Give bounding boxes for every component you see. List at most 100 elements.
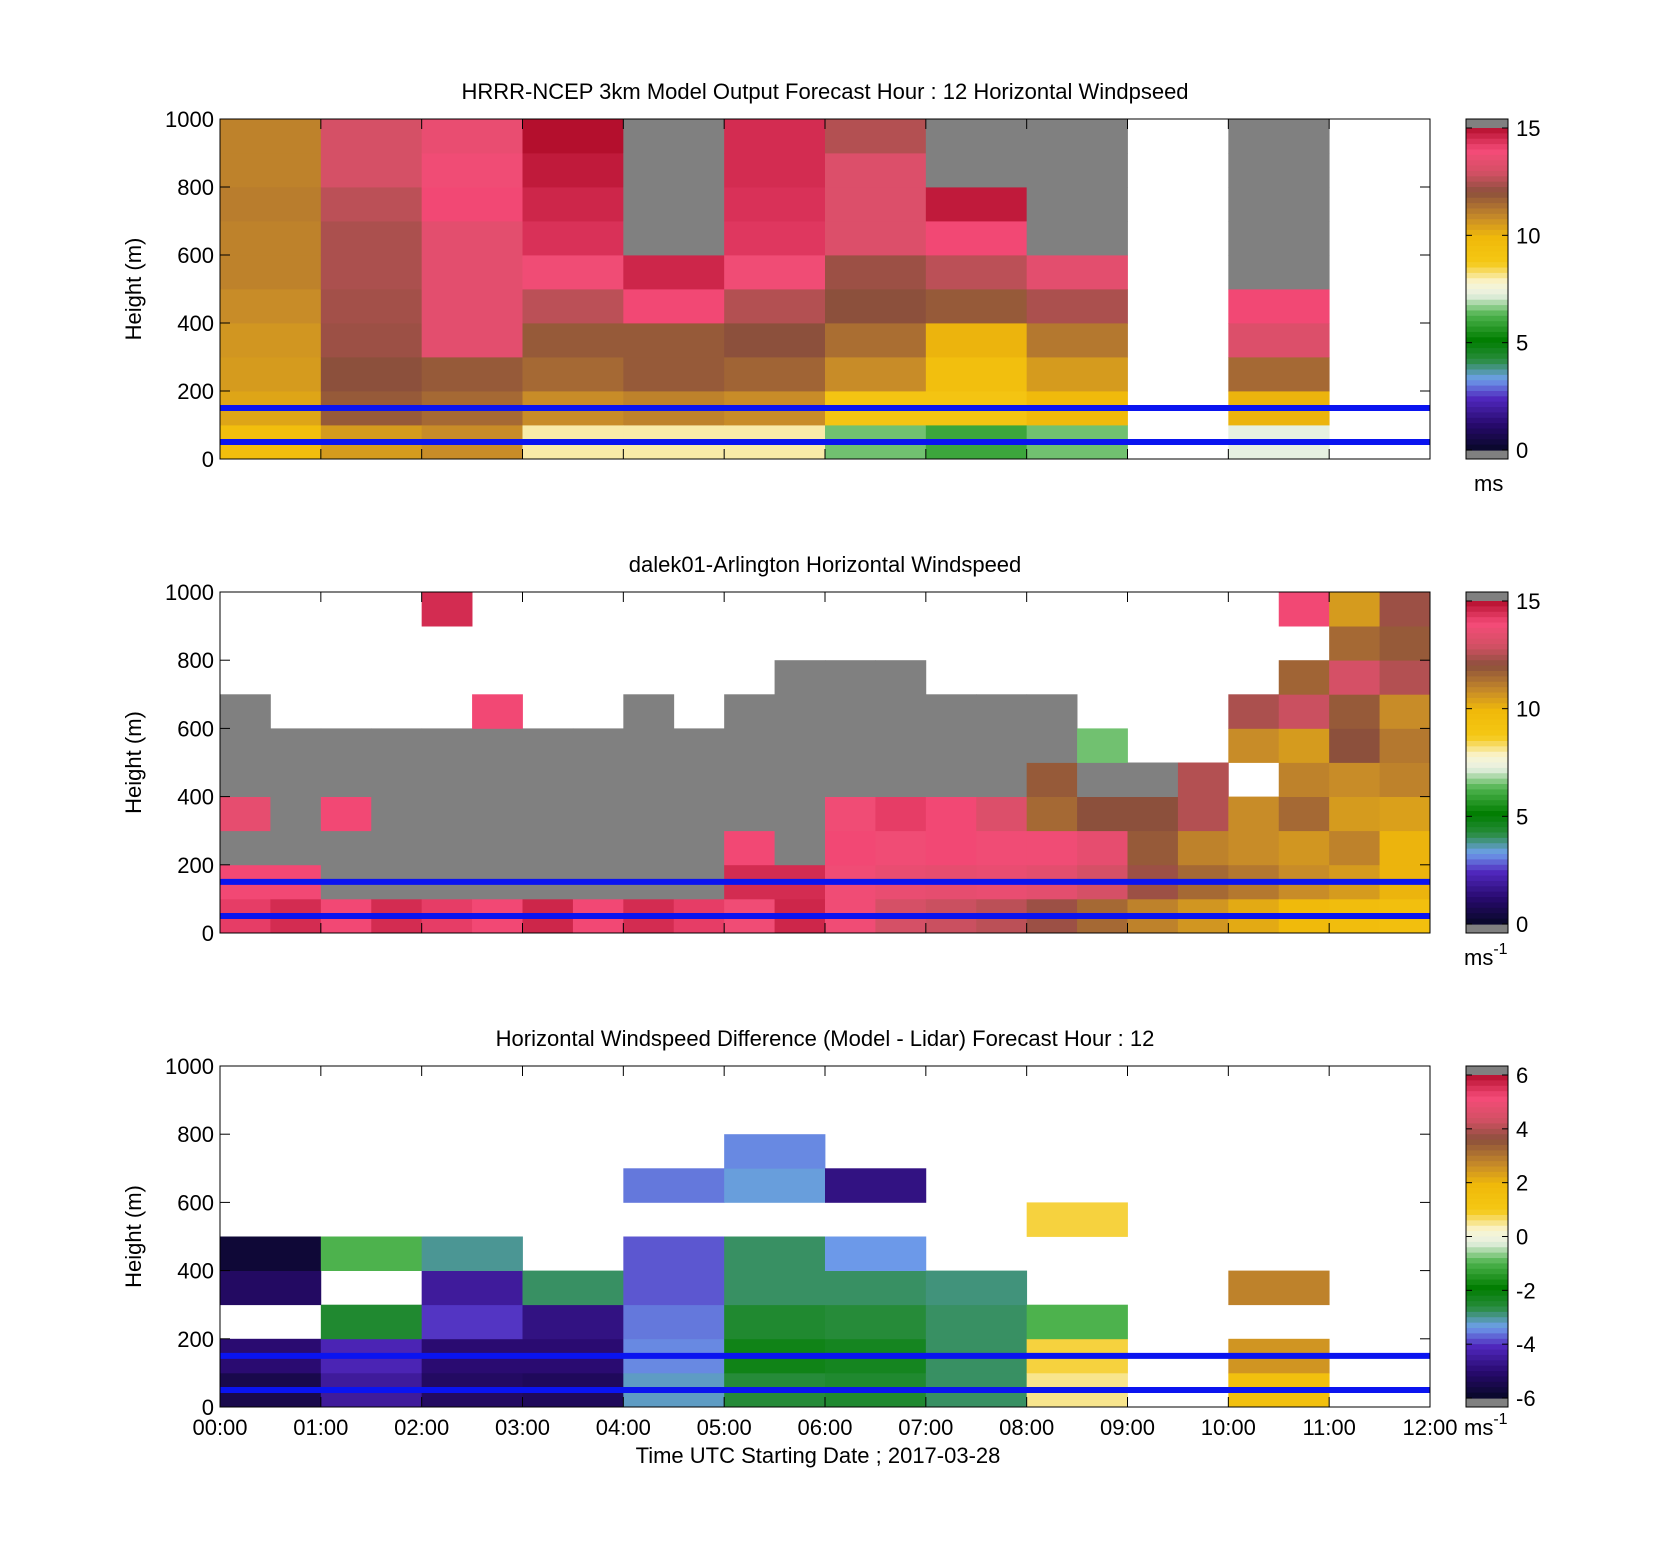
- heatmap-cell: [220, 796, 271, 832]
- colorbar-swatch: [1466, 380, 1508, 387]
- heatmap-cell: [1278, 830, 1330, 866]
- heatmap-cell: [1379, 728, 1431, 763]
- colorbar-swatch: [1466, 364, 1508, 371]
- heatmap-cell: [875, 830, 927, 866]
- heatmap-cell: [421, 1236, 523, 1271]
- colorbar-swatch: [1466, 730, 1508, 737]
- heatmap-cell: [572, 762, 624, 797]
- colorbar-swatch: [1466, 1101, 1508, 1108]
- colorbar-swatch: [1466, 1123, 1508, 1130]
- colorbar-swatch: [1466, 870, 1508, 877]
- colorbar-swatch: [1466, 428, 1508, 435]
- colorbar-swatch: [1466, 676, 1508, 683]
- colorbar-swatch: [1466, 762, 1508, 769]
- heatmap-cell: [522, 221, 624, 256]
- heatmap-cell: [925, 830, 977, 866]
- x-tick-label: 08:00: [999, 1415, 1054, 1440]
- heatmap-cell: [925, 1304, 1028, 1340]
- colorbar-swatch: [1466, 1284, 1508, 1291]
- colorbar-swatch: [1466, 1091, 1508, 1098]
- colorbar-swatch: [1466, 1155, 1508, 1162]
- colorbar-swatch: [1466, 1171, 1508, 1178]
- colorbar-swatch: [1466, 800, 1508, 807]
- heatmap-cell: [1379, 592, 1431, 627]
- heatmap-cell: [825, 323, 927, 358]
- colorbar-swatch: [1466, 1085, 1508, 1092]
- colorbar-swatch: [1466, 369, 1508, 376]
- colorbar-swatch: [1466, 444, 1508, 451]
- colorbar-swatch: [1466, 374, 1508, 381]
- x-tick-label: 10:00: [1201, 1415, 1256, 1440]
- colorbar-swatch: [1466, 891, 1508, 898]
- colorbar-swatch: [1466, 224, 1508, 231]
- colorbar-swatch: [1466, 1290, 1508, 1297]
- y-tick-label: 800: [177, 175, 214, 200]
- heatmap-cell: [1379, 830, 1431, 866]
- colorbar-swatch: [1466, 423, 1508, 430]
- y-tick-label: 1000: [165, 1054, 214, 1079]
- heatmap-cell: [220, 830, 271, 866]
- colorbar-swatch: [1466, 1188, 1508, 1195]
- heatmap-cell: [673, 796, 725, 832]
- colorbar-cap-top: [1466, 1066, 1508, 1075]
- heatmap-cell: [1278, 796, 1330, 832]
- colorbar-tick-label: -6: [1516, 1386, 1536, 1411]
- heatmap-cell: [1177, 830, 1229, 866]
- heatmap-cell: [220, 1270, 322, 1306]
- heatmap-cell: [825, 1304, 927, 1340]
- y-tick-label: 0: [202, 1395, 214, 1420]
- colorbar-swatch: [1466, 1387, 1508, 1394]
- x-tick-label: 11:00: [1302, 1415, 1355, 1440]
- colorbar-tick-label: 10: [1516, 697, 1540, 722]
- colorbar-swatch: [1466, 740, 1508, 747]
- heatmap-cell: [825, 119, 927, 154]
- colorbar-swatch: [1466, 751, 1508, 758]
- heatmap-cell: [421, 1270, 523, 1306]
- heatmap-cell: [825, 762, 876, 797]
- heatmap-cell: [724, 187, 826, 222]
- colorbar-swatch: [1466, 256, 1508, 263]
- x-tick-label: 06:00: [797, 1415, 852, 1440]
- heatmap-cell: [976, 796, 1028, 832]
- heatmap-cell: [522, 762, 574, 797]
- colorbar-swatch: [1466, 299, 1508, 306]
- colorbar-swatch: [1466, 1209, 1508, 1216]
- heatmap-cell: [724, 728, 775, 763]
- colorbar-cap-top: [1466, 592, 1508, 601]
- heatmap-cell: [220, 289, 322, 324]
- y-tick-label: 400: [177, 311, 214, 336]
- colorbar-swatch: [1466, 149, 1508, 156]
- heatmap-cell: [825, 660, 876, 695]
- colorbar-swatch: [1466, 1214, 1508, 1221]
- colorbar-swatch: [1466, 1236, 1508, 1243]
- colorbar-cap-bottom: [1466, 1398, 1508, 1407]
- heatmap-cell: [825, 728, 876, 763]
- heatmap-cell: [320, 357, 423, 392]
- heatmap-cell: [1228, 830, 1280, 866]
- y-tick-label: 400: [177, 785, 214, 810]
- heatmap-cell: [1127, 762, 1179, 797]
- colorbar-swatch: [1466, 611, 1508, 618]
- colorbar-swatch: [1466, 1231, 1508, 1238]
- colorbar-swatch: [1466, 1144, 1508, 1151]
- heatmap-cell: [522, 1270, 624, 1306]
- colorbar-swatch: [1466, 681, 1508, 688]
- heatmap-cell: [220, 357, 322, 392]
- colorbar-swatch: [1466, 358, 1508, 365]
- x-tick-label: 02:00: [394, 1415, 449, 1440]
- colorbar-swatch: [1466, 1220, 1508, 1227]
- colorbar-swatch: [1466, 1328, 1508, 1334]
- heatmap-cell: [1228, 728, 1280, 763]
- heatmap-cell: [1177, 796, 1229, 832]
- colorbar-swatch: [1466, 1241, 1508, 1248]
- colorbar-swatch: [1466, 154, 1508, 161]
- heatmap-cell: [421, 592, 473, 627]
- heatmap-cell: [1278, 728, 1330, 763]
- colorbar-swatch: [1466, 213, 1508, 220]
- heatmap-cell: [623, 1236, 725, 1271]
- heatmap-cell: [320, 830, 372, 866]
- y-tick-label: 800: [177, 648, 214, 673]
- heatmap-cell: [220, 221, 322, 256]
- x-tick-label: 01:00: [293, 1415, 348, 1440]
- heatmap-cell: [270, 830, 322, 866]
